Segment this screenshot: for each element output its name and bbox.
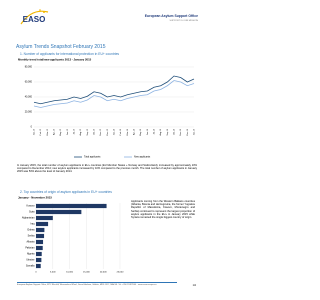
bar xyxy=(36,209,82,215)
y-tick-label: Kosovo xyxy=(27,205,36,208)
doc-title: Asylum Trends Snapshot February 2015 xyxy=(16,44,106,50)
x-tick-label: Dec-14 xyxy=(187,128,189,135)
y-tick-label: Somalia xyxy=(26,265,35,268)
y-tick-label: 20,000 xyxy=(25,111,33,114)
bar xyxy=(36,245,43,251)
x-tick-label: May-13 xyxy=(60,128,62,136)
x-tick-label: Feb-14 xyxy=(120,128,122,135)
footer-address: European Asylum Support Office, MTC Bloc… xyxy=(17,282,177,287)
paragraph: Applicants coming from the Western Balka… xyxy=(131,200,195,220)
organization: European Asylum Support Office xyxy=(144,14,198,18)
bar xyxy=(36,251,42,257)
x-tick-label: Dec-13 xyxy=(107,128,109,135)
x-tick-label: Jun-13 xyxy=(67,128,69,135)
paragraph: In January 2015, the total number of asy… xyxy=(17,164,197,174)
x-tick-label: 25,000 xyxy=(117,272,124,274)
bar xyxy=(36,233,45,239)
tagline: SUPPORT IS OUR MISSION xyxy=(169,20,198,22)
bar xyxy=(36,263,41,269)
x-tick-label: Jan-14 xyxy=(114,128,116,135)
x-tick-label: Aug-13 xyxy=(79,128,82,135)
bar-chart: January - November 2015 0 5,000 10,000 15,00… xyxy=(18,196,124,274)
y-tick-label: Serbia xyxy=(28,235,36,238)
y-tick-label: Ukraine xyxy=(26,259,35,262)
x-tick-label: Sep-13 xyxy=(87,128,89,135)
chart-title: January - November 2015 xyxy=(18,196,52,200)
y-tick-label: 0 xyxy=(31,126,33,129)
x-tick-label: Jan-15 xyxy=(194,128,196,135)
x-tick-label: May-14 xyxy=(140,128,142,136)
bar xyxy=(36,227,45,233)
x-tick-label: Mar-13 xyxy=(47,128,49,135)
x-tick-label: 5,000 xyxy=(50,272,56,274)
x-tick-label: 0 xyxy=(35,272,37,274)
x-tick-label: Nov-14 xyxy=(180,128,182,135)
x-tick-label: Oct-13 xyxy=(93,128,96,135)
section-heading: 1. Number of applicants for internationa… xyxy=(20,52,120,56)
line xyxy=(33,80,195,108)
page: EASO European Asylum Support Office SUPP… xyxy=(16,9,198,287)
x-tick-label: Jul-13 xyxy=(74,128,76,134)
y-tick-label: Iraq xyxy=(30,223,35,226)
x-tick-label: Jan-13 xyxy=(34,128,36,135)
x-tick-label: Sep-14 xyxy=(167,128,169,135)
x-tick-label: Nov-13 xyxy=(100,128,102,135)
legend-label: Total applicants xyxy=(84,156,101,159)
y-tick-label: Nigeria xyxy=(27,253,35,256)
x-tick-label: Jul-14 xyxy=(154,128,156,134)
bar xyxy=(36,215,53,221)
bar xyxy=(36,239,44,245)
x-tick-label: 20,000 xyxy=(100,272,107,274)
y-tick-label: Albania xyxy=(27,241,36,244)
chart-title: Monthly trend total/new applicants 2013 … xyxy=(18,58,92,62)
bar xyxy=(36,203,107,209)
x-tick-label: Oct-14 xyxy=(173,128,176,135)
x-tick-label: 15,000 xyxy=(83,272,90,274)
x-tick-label: Apr-14 xyxy=(133,128,136,135)
x-tick-label: 10,000 xyxy=(66,272,73,274)
y-tick-label: 60,000 xyxy=(25,81,33,84)
bar xyxy=(36,221,49,227)
y-tick-label: Eritrea xyxy=(27,229,35,232)
line-chart: Monthly trend total/new applicants 2013 … xyxy=(18,58,196,159)
line xyxy=(33,75,195,105)
y-tick-label: Pakistan xyxy=(25,247,35,250)
section-heading: 2. Top countries of origin of asylum app… xyxy=(20,190,112,194)
x-tick-label: Feb-13 xyxy=(40,128,42,135)
y-tick-label: Syria xyxy=(29,211,35,214)
y-tick-label: Afghanistan xyxy=(22,217,35,220)
logo: EASO xyxy=(20,9,49,25)
legend-label: New applicants xyxy=(134,156,151,159)
x-tick-label: Mar-14 xyxy=(127,128,129,135)
x-tick-label: Aug-14 xyxy=(159,128,162,135)
y-tick-label: 80,000 xyxy=(25,66,33,69)
y-tick-label: 40,000 xyxy=(25,96,33,99)
x-tick-label: Jun-14 xyxy=(147,128,149,135)
x-tick-label: Apr-13 xyxy=(53,128,56,135)
logo-text: EASO xyxy=(23,15,46,24)
bar xyxy=(36,257,42,263)
page-number: 1/2 xyxy=(192,284,196,287)
